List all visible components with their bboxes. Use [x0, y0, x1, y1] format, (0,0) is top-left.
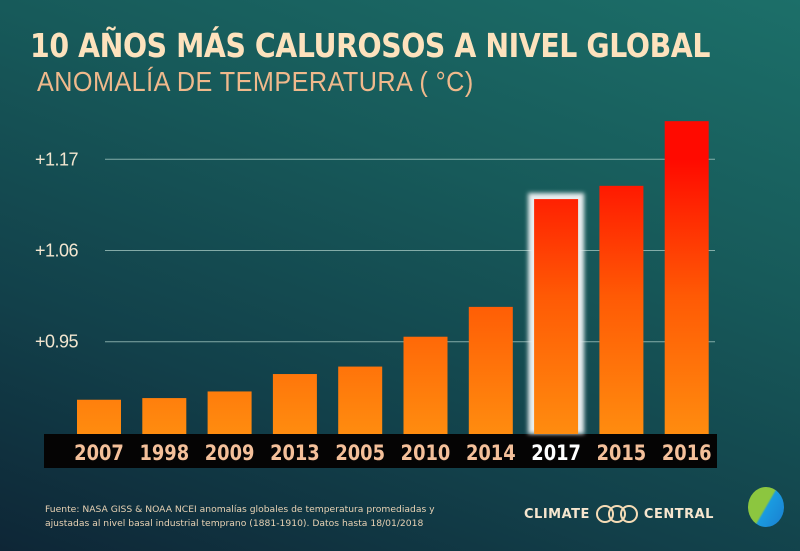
y-tick-label: +1.06: [35, 241, 79, 261]
bars: [77, 121, 709, 435]
logo-text-left: CLIMATE: [524, 506, 590, 522]
chart-subtitle: ANOMALÍA DE TEMPERATURA ( °C): [37, 66, 474, 97]
y-axis-ticks: +0.95 +1.06 +1.17: [35, 149, 79, 351]
bar-2017: [534, 199, 579, 434]
y-tick-label: +1.17: [35, 149, 79, 169]
y-tick-label: +0.95: [35, 332, 79, 352]
source-line-1: Fuente: NASA GISS & NOAA NCEI anomalías …: [45, 504, 435, 515]
source-line-2: ajustadas al nivel basal industrial temp…: [45, 518, 424, 529]
bar-2016: [664, 121, 709, 435]
x-tick-label: 2007: [74, 441, 124, 466]
x-axis-ticks: 2007 1998 2009 2013 2005 2010 2014 2017 2015 2016: [74, 441, 711, 466]
x-tick-label: 2005: [335, 441, 385, 466]
x-tick-label: 2016: [662, 441, 712, 466]
x-axis-label-strip: [44, 434, 717, 468]
bar-2009: [207, 391, 252, 434]
x-tick-label: 2014: [466, 441, 516, 466]
chart-title: 10 AÑOS MÁS CALUROSOS A NIVEL GLOBAL: [30, 26, 711, 65]
x-tick-label: 1998: [139, 441, 189, 466]
rings-icon: [595, 505, 638, 523]
leaf-globe-icon: [748, 487, 784, 527]
x-tick-label: 2017: [531, 441, 581, 466]
bar-2013: [272, 374, 317, 434]
x-tick-label: 2010: [401, 441, 451, 466]
climate-central-logo: CLIMATE CENTRAL: [524, 505, 714, 523]
source-note: Fuente: NASA GISS & NOAA NCEI anomalías …: [45, 503, 495, 531]
x-tick-label: 2015: [597, 441, 647, 466]
bar-2010: [403, 336, 448, 434]
bar-2014: [468, 306, 513, 434]
bar-1998: [142, 398, 187, 434]
bar-2005: [338, 366, 383, 434]
logo-text-right: CENTRAL: [643, 506, 714, 522]
bar-2015: [599, 185, 644, 434]
x-tick-label: 2013: [270, 441, 320, 466]
bar-2007: [77, 399, 121, 434]
x-tick-label: 2009: [205, 441, 255, 466]
